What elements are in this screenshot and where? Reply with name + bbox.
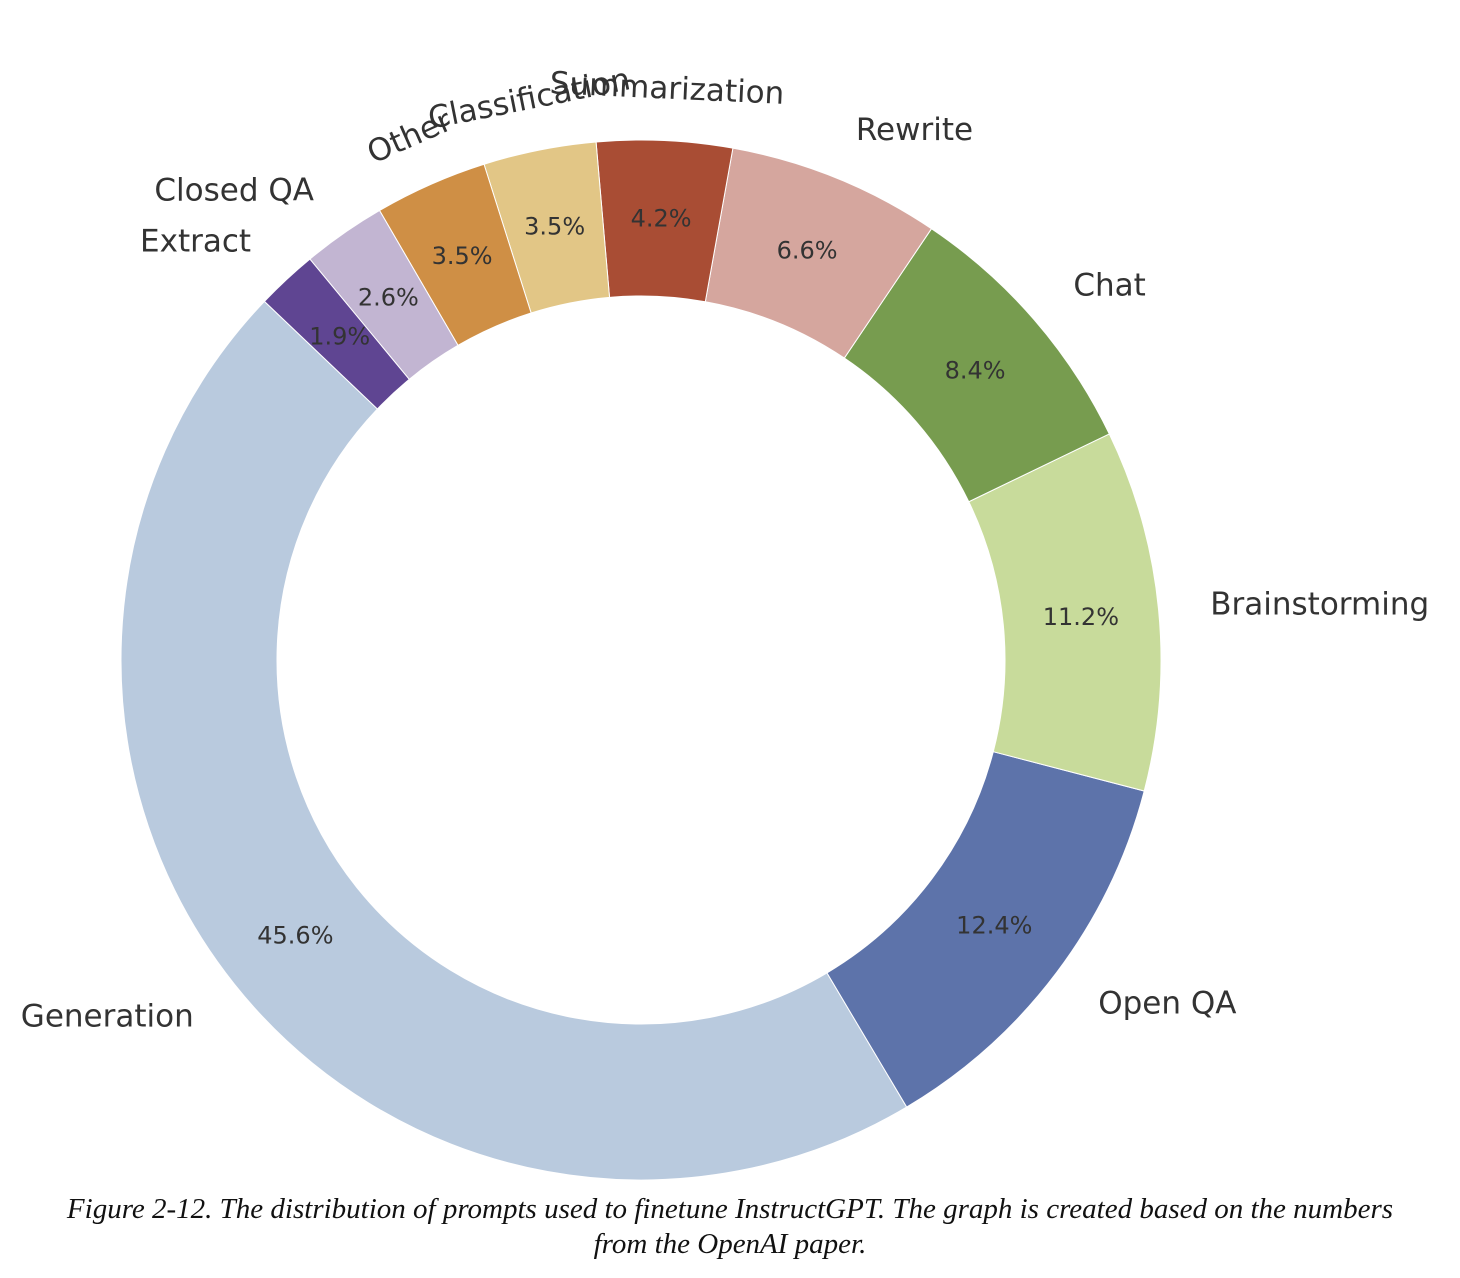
category-label-brainstorming: Brainstorming — [1210, 586, 1429, 622]
donut-chart: 45.6% 12.4% 11.2% 8.4% 6.6% 4.2% 3.5% 3.5% 2.6% 1… — [21, 61, 1429, 1181]
percent-label-classification: 3.5% — [524, 213, 585, 241]
category-label-open-qa: Open QA — [1098, 986, 1236, 1022]
percent-label-extract: 1.9% — [309, 323, 370, 351]
category-label-other: Other — [362, 103, 457, 172]
category-label-generation: Generation — [21, 999, 194, 1035]
percent-label-other: 3.5% — [432, 242, 493, 270]
slice-extract — [263, 258, 410, 410]
category-label-classification: Classification — [425, 61, 633, 136]
category-label-chat: Chat — [1073, 267, 1145, 303]
category-label-rewrite: Rewrite — [856, 112, 973, 148]
percent-label-generation: 45.6% — [257, 922, 333, 950]
percent-label-closed-qa: 2.6% — [358, 283, 419, 311]
category-label-extract: Extract — [140, 224, 251, 260]
percent-label-chat: 8.4% — [945, 357, 1006, 385]
category-label-closed-qa: Closed QA — [154, 173, 314, 209]
percent-label-rewrite: 6.6% — [777, 236, 838, 264]
slices-group — [120, 139, 1162, 1181]
percent-label-brainstorming: 11.2% — [1043, 603, 1119, 631]
percent-label-summarization: 4.2% — [631, 204, 692, 232]
percent-label-open-qa: 12.4% — [956, 912, 1032, 940]
figure-caption: Figure 2-12. The distribution of prompts… — [66, 1193, 1394, 1260]
slice-generation — [120, 300, 908, 1181]
percent-labels-group: 45.6% 12.4% 11.2% 8.4% 6.6% 4.2% 3.5% 3.5% 2.6% 1… — [257, 204, 1119, 949]
